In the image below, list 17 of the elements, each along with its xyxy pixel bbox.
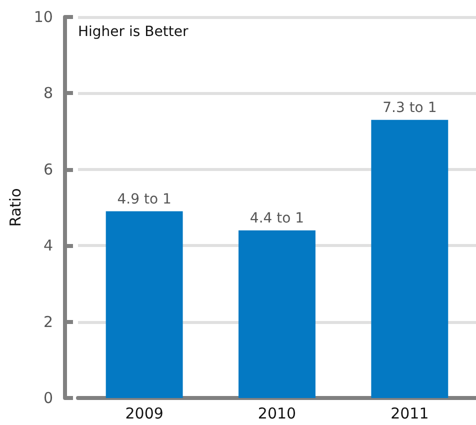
y-tick-label: 0 — [43, 389, 53, 407]
x-tick-label: 2009 — [125, 404, 164, 422]
y-tick-label: 8 — [43, 84, 53, 102]
y-axis-title: Ratio — [6, 188, 24, 227]
bar — [106, 211, 183, 398]
data-label: 4.4 to 1 — [250, 210, 304, 226]
data-label: 7.3 to 1 — [382, 100, 437, 116]
x-tick-label: 2010 — [258, 404, 296, 422]
x-tick-label: 2011 — [390, 404, 429, 422]
y-tick-label: 2 — [43, 312, 53, 331]
y-tick-label: 6 — [43, 160, 53, 178]
y-tick-label: 10 — [34, 8, 53, 26]
y-tick-label: 4 — [43, 236, 53, 255]
data-label: 4.9 to 1 — [117, 191, 172, 208]
bar — [238, 230, 316, 398]
bar — [371, 120, 448, 398]
annotation: Higher is Better — [78, 24, 188, 40]
